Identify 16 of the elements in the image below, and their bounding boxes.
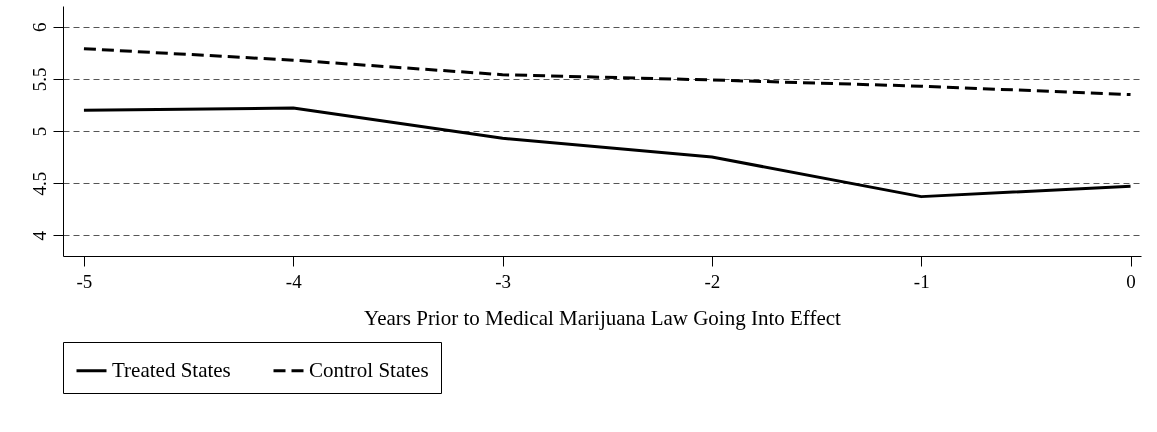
x-axis-title: Years Prior to Medical Marijuana Law Going Into Effect — [364, 305, 842, 330]
x-tick-label: -4 — [285, 270, 303, 292]
legend-label: Treated States — [112, 357, 231, 382]
y-tick-label: 6 — [28, 22, 50, 33]
x-tick-label: -2 — [704, 270, 721, 292]
line-series — [82, 106, 1133, 199]
x-tick-label: -1 — [913, 270, 930, 292]
y-tick-label: 4 — [28, 230, 50, 241]
line-series — [82, 47, 1133, 97]
y-tick-label: 5 — [28, 126, 50, 137]
y-tick-label: 5.5 — [28, 67, 50, 92]
x-tick-label: 0 — [1126, 270, 1136, 292]
x-tick-label: -3 — [495, 270, 511, 292]
y-tick-label: 4.5 — [28, 171, 50, 196]
x-tick-label: -5 — [76, 270, 93, 292]
legend-label: Control States — [309, 357, 429, 382]
